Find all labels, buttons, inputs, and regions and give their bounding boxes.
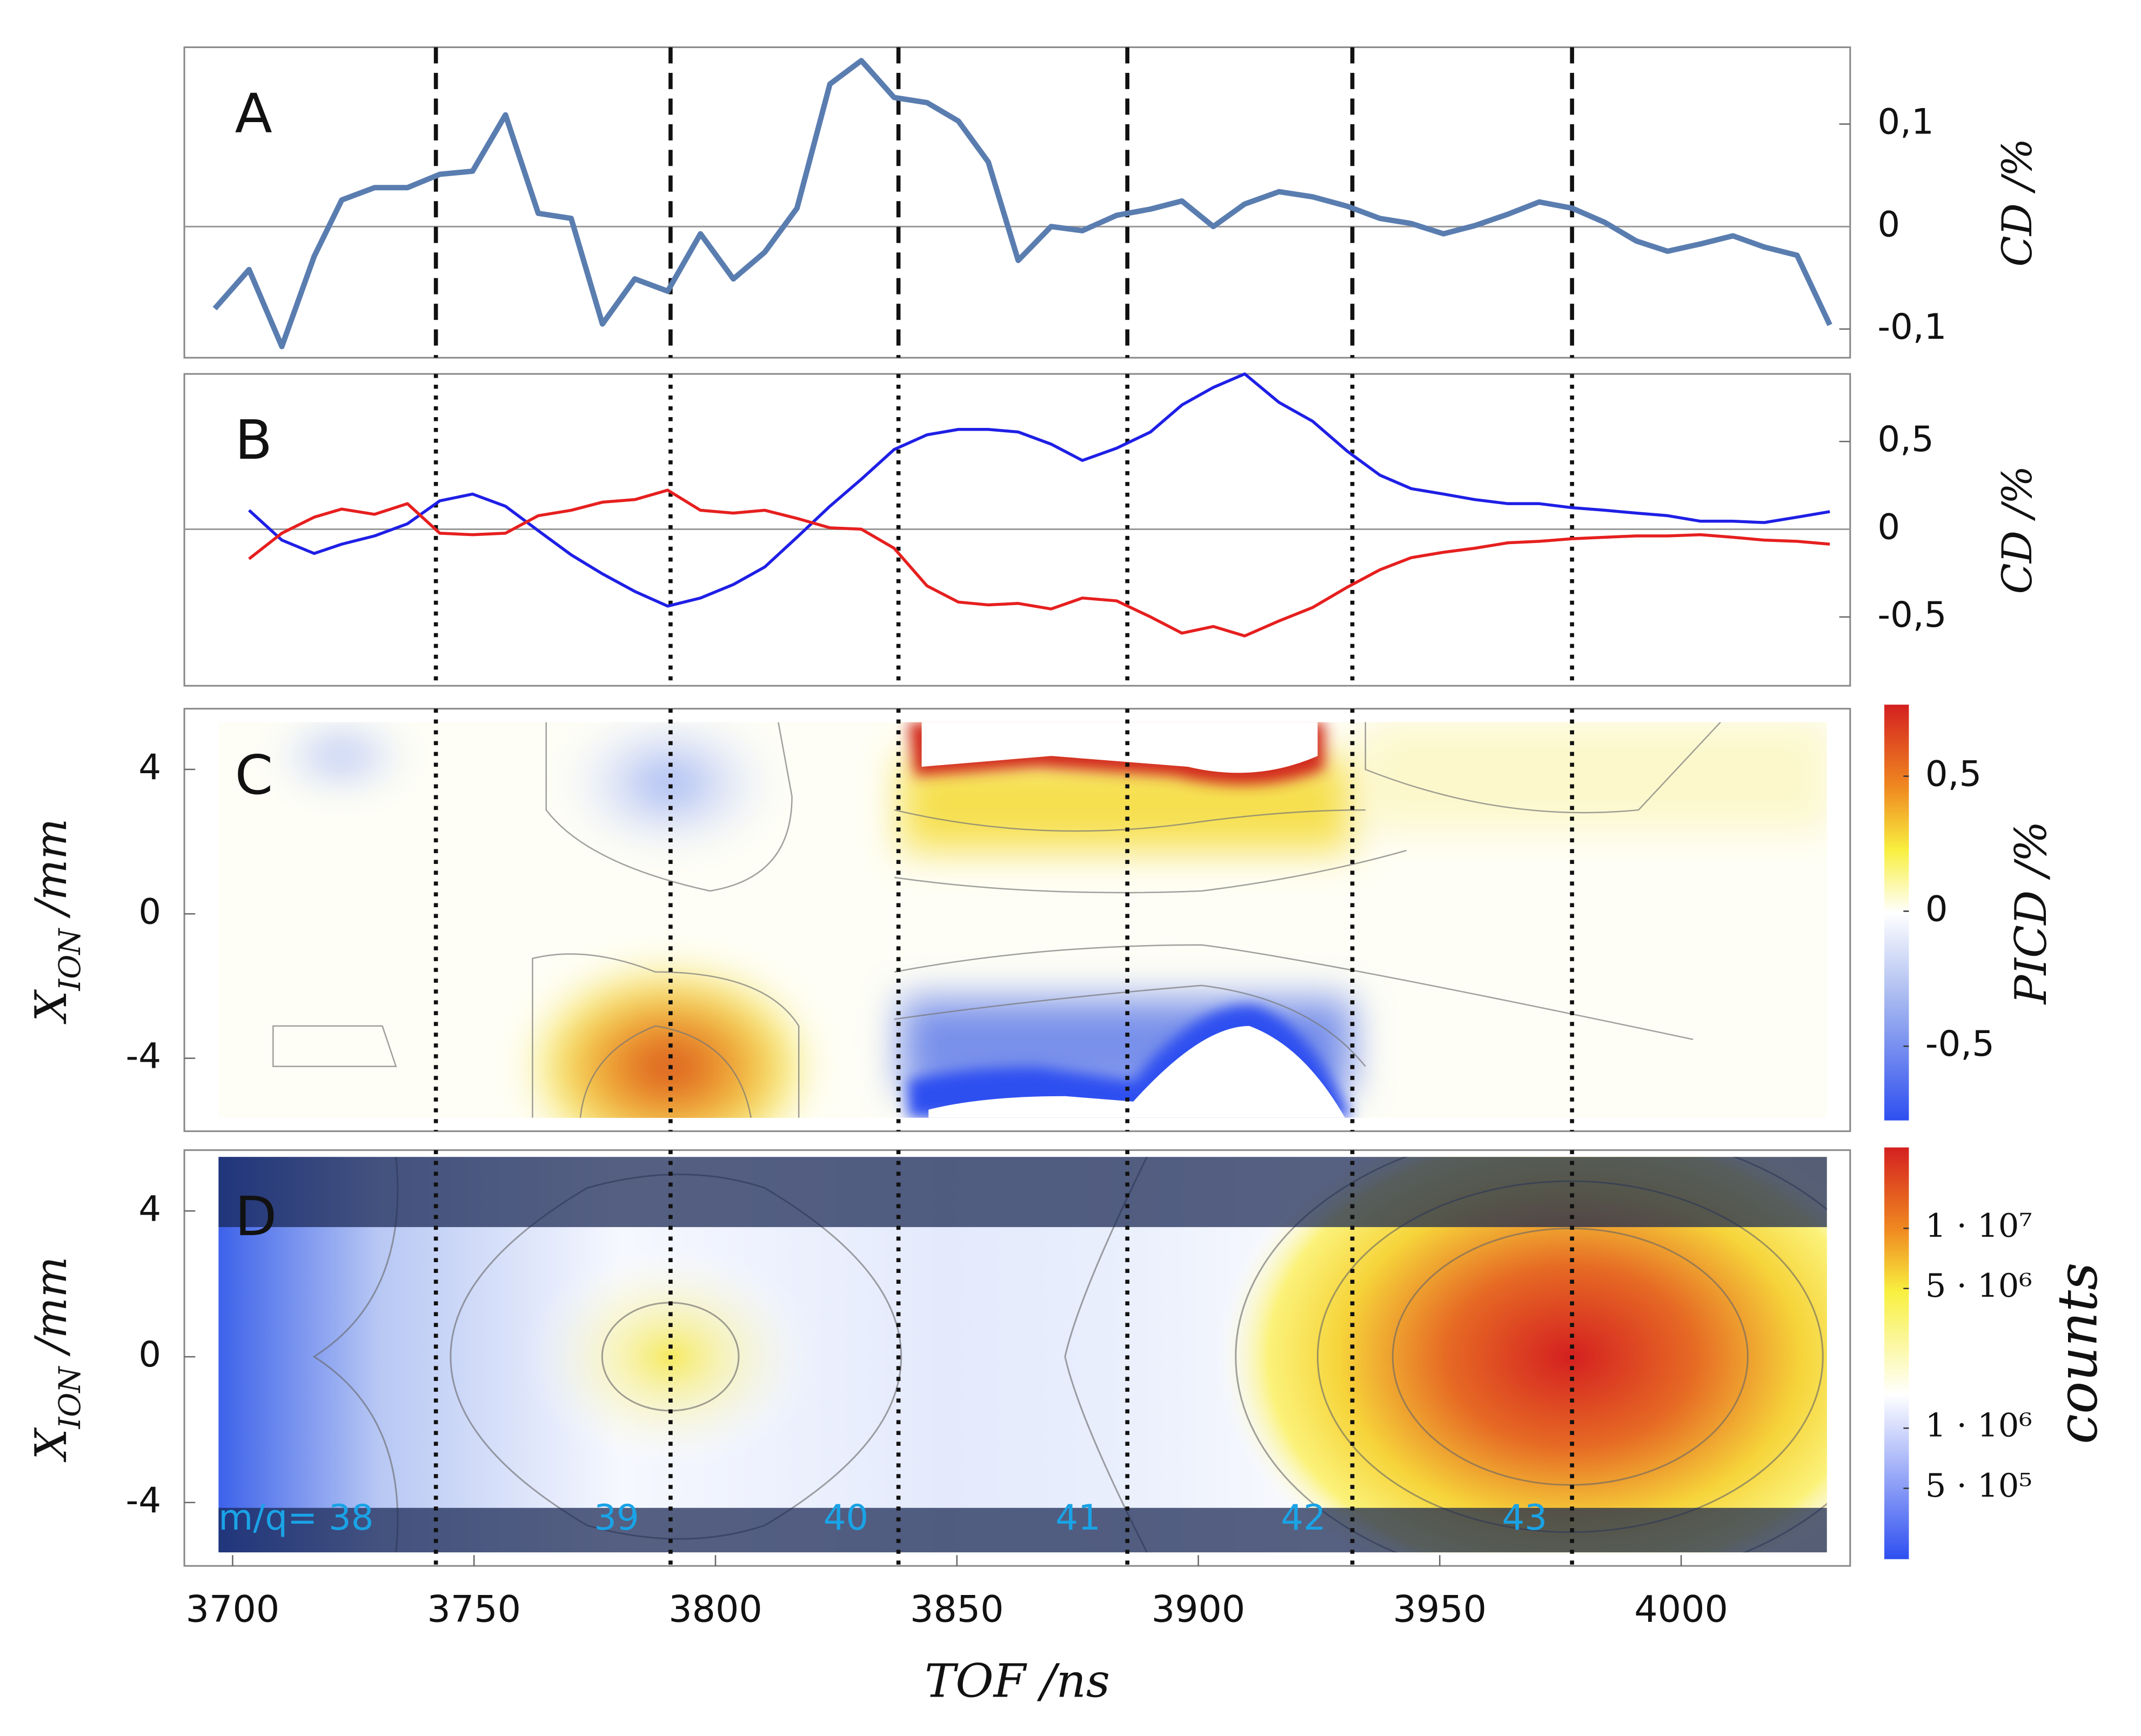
- panel-label: D: [235, 1185, 277, 1248]
- picd-map: [218, 722, 1827, 1118]
- x-tick-label: 4000: [1634, 1588, 1728, 1631]
- shade: [1215, 1157, 1827, 1553]
- colorbar-tick-label: 1 · 10⁷: [1925, 1207, 2032, 1245]
- x-tick-label: 3850: [910, 1588, 1004, 1631]
- contour: [1064, 1157, 1148, 1553]
- plot-frame: [183, 1149, 1851, 1567]
- colorbar-tick-label: 1 · 10⁶: [1925, 1407, 2032, 1445]
- y-axis-label-main: X: [25, 989, 77, 1025]
- contours: [272, 722, 1721, 1118]
- y-axis-label: CD /%: [1993, 138, 2042, 267]
- y-axis-label: CD /%: [1993, 466, 2042, 594]
- mass-label: 40: [824, 1498, 869, 1539]
- plot-frame: [183, 708, 1851, 1132]
- y-tick-label: -0,5: [1877, 594, 1946, 635]
- colorbar-tick-label: 5 · 10⁵: [1925, 1467, 2032, 1505]
- data-line: [212, 58, 1832, 350]
- mass-label: m/q= 38: [218, 1498, 373, 1539]
- data-line: [248, 372, 1830, 608]
- saturated: [921, 722, 1318, 773]
- contour: [894, 984, 1366, 1067]
- contour: [545, 722, 793, 892]
- panel-label: C: [235, 743, 273, 806]
- y-tick-label: 0,1: [1877, 102, 1933, 143]
- mass-label: 41: [1055, 1498, 1101, 1539]
- contour: [579, 1025, 752, 1118]
- y-tick-label: 0: [1877, 204, 1900, 245]
- data-line: [248, 488, 1830, 638]
- y-tick-label: -0,1: [1877, 306, 1946, 347]
- shade: [1365, 722, 1827, 830]
- colorbar: [1884, 1147, 1909, 1559]
- y-axis-label-unit: /mm: [25, 819, 77, 929]
- counts-map: [218, 1157, 1827, 1553]
- contour: [272, 1025, 397, 1068]
- contour: [1364, 722, 1721, 814]
- shade: [519, 958, 819, 1118]
- y-tick-label: 0: [138, 1334, 161, 1375]
- x-tick-label: 3700: [186, 1588, 280, 1631]
- colorbar-tick-label: 0: [1925, 889, 1948, 930]
- shade: [546, 722, 792, 864]
- x-tick-label: 3950: [1393, 1588, 1487, 1631]
- x-tick-label: 3900: [1152, 1588, 1246, 1631]
- x-tick-label: 3800: [668, 1588, 762, 1631]
- y-axis-label-unit: /mm: [25, 1257, 77, 1367]
- y-tick-label: -4: [126, 1036, 161, 1077]
- colorbar-tick-label: 0,5: [1925, 754, 1982, 795]
- y-axis-label-sub: ION: [53, 1366, 88, 1429]
- contour: [894, 849, 1407, 894]
- colorbar: [1884, 705, 1909, 1121]
- saturated: [928, 1025, 1345, 1118]
- colorbar-tick-label: 5 · 10⁶: [1925, 1268, 2032, 1305]
- y-axis-label: XION /mm: [25, 1257, 88, 1463]
- panel-label: B: [235, 409, 272, 472]
- y-tick-label: 0: [1877, 507, 1900, 548]
- y-tick-label: 4: [138, 747, 161, 788]
- mass-label: 43: [1502, 1498, 1547, 1539]
- mass-label: 42: [1281, 1498, 1326, 1539]
- y-axis-label: XION /mm: [25, 819, 88, 1025]
- shade-band: [218, 1157, 1827, 1228]
- contour: [532, 953, 800, 1118]
- colorbar-label: PICD /%: [2005, 821, 2057, 1005]
- x-axis-label: TOF /ns: [925, 1655, 1110, 1708]
- colorbar-label: counts: [2046, 1263, 2110, 1444]
- contour: [894, 944, 1694, 1041]
- plot-frame: [183, 46, 1851, 359]
- y-axis-label-main: X: [25, 1427, 77, 1463]
- contour: [894, 809, 1366, 832]
- panel-label: A: [235, 82, 272, 145]
- contour: [312, 1157, 399, 1553]
- y-tick-label: 0,5: [1877, 419, 1933, 460]
- mass-label: 39: [594, 1498, 639, 1539]
- shade: [259, 722, 424, 797]
- x-tick-label: 3750: [427, 1588, 521, 1631]
- y-tick-label: 0: [138, 892, 161, 933]
- shade-band: [218, 1507, 1827, 1553]
- y-axis-label-sub: ION: [53, 928, 88, 991]
- y-tick-label: 4: [138, 1189, 161, 1230]
- y-tick-label: -4: [126, 1480, 161, 1521]
- colorbar-tick-label: -0,5: [1925, 1024, 1995, 1065]
- contour: [1235, 1157, 1827, 1553]
